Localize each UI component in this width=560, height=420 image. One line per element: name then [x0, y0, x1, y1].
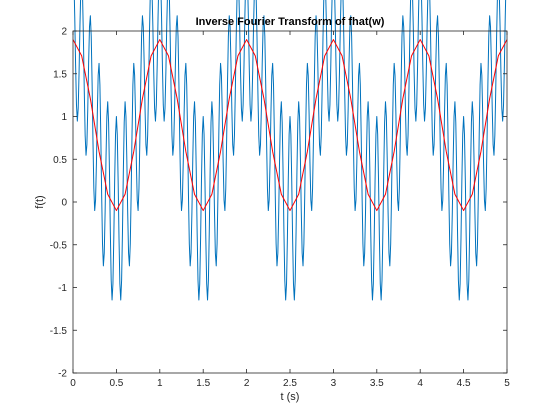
y-tick-label: -1 [58, 283, 67, 294]
chart-title: Inverse Fourier Transform of fhat(w) [196, 16, 385, 28]
x-tick-label: 0 [70, 378, 76, 389]
series-layer [72, 0, 508, 301]
y-tick-label: 0.5 [53, 155, 67, 166]
y-tick-label: -2 [58, 369, 67, 380]
x-tick-label: 4 [417, 378, 423, 389]
y-tick-label: 1.5 [53, 69, 67, 80]
x-tick-label: 1 [157, 378, 163, 389]
y-tick-label: 2 [61, 27, 67, 38]
x-tick-label: 2 [244, 378, 250, 389]
x-tick-label: 5 [504, 378, 510, 389]
y-tick-label: -1.5 [50, 326, 68, 337]
x-tick-label: 1.5 [196, 378, 210, 389]
y-tick-label: 0 [61, 198, 67, 209]
x-tick-label: 0.5 [109, 378, 123, 389]
x-tick-label: 4.5 [457, 378, 471, 389]
x-tick-label: 3.5 [370, 378, 384, 389]
y-tick-label: -0.5 [50, 240, 68, 251]
x-tick-label: 3 [331, 378, 337, 389]
y-axis-label: f(t) [34, 195, 46, 208]
plot-area [73, 31, 507, 373]
y-tick-label: 1 [61, 112, 67, 123]
series-line-signal [73, 0, 507, 301]
series-line-envelope [72, 39, 508, 212]
x-axis-label: t (s) [281, 391, 300, 403]
ticks-layer: 0 0.5 1 1.5 2 2.5 3 3.5 4 4.5 5 -2 -1.5 -1 -0.5 0 0.5 1 1.… [50, 27, 510, 390]
x-tick-label: 2.5 [283, 378, 297, 389]
